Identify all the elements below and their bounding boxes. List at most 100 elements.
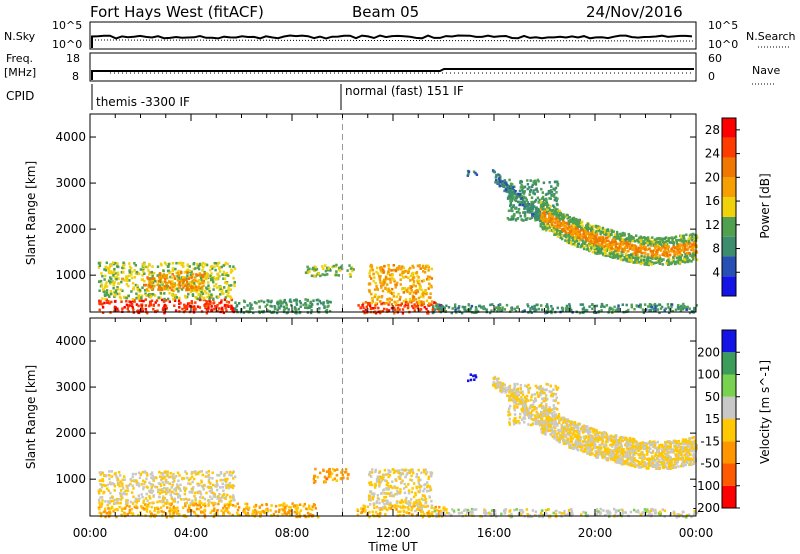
velocity-echo-cell [404, 506, 407, 509]
power-echo-cell [541, 308, 544, 311]
power-echo-cell [656, 243, 659, 247]
velocity-echo-cell [415, 485, 418, 489]
power-echo-cell [664, 307, 667, 311]
power-echo-cell [225, 271, 229, 275]
velocity-echo-cell [221, 482, 224, 486]
power-echo-cell [658, 254, 661, 258]
power-echo-cell [522, 195, 525, 198]
power-echo-cell [554, 221, 557, 224]
velocity-echo-cell [104, 484, 107, 487]
velocity-echo-cell [222, 493, 226, 496]
velocity-echo-cell [406, 506, 410, 509]
power-echo-cell [200, 290, 203, 294]
power-echo-cell [619, 257, 622, 260]
power-echo-cell [113, 295, 116, 298]
power-echo-cell [422, 266, 425, 269]
velocity-echo-cell [161, 473, 164, 476]
velocity-echo-cell [654, 508, 657, 512]
power-echo-cell [594, 224, 598, 228]
power-echo-cell [461, 305, 464, 309]
power-echo-cell [191, 293, 195, 296]
power-echo-cell [525, 199, 528, 202]
velocity-echo-cell [176, 485, 180, 488]
power-echo-cell [408, 297, 412, 301]
velocity-echo-cell [312, 503, 316, 506]
velocity-echo-cell [289, 506, 292, 509]
power-echo-cell [164, 262, 168, 266]
velocity-echo-cell [387, 469, 390, 472]
velocity-echo-cell [198, 499, 202, 503]
velocity-echo-cell [99, 504, 102, 507]
velocity-echo-cell [222, 511, 225, 515]
velocity-echo-cell [162, 510, 165, 514]
power-echo-cell [222, 277, 225, 280]
power-echo-cell [531, 212, 534, 216]
power-echo-cell [650, 305, 654, 309]
power-echo-cell [687, 247, 690, 250]
power-echo-cell [614, 251, 618, 255]
velocity-echo-cell [410, 508, 413, 512]
power-echo-cell [519, 203, 522, 206]
velocity-echo-cell [369, 490, 372, 493]
power-echo-cell [379, 275, 382, 278]
power-echo-cell [643, 309, 646, 312]
power-echo-cell [552, 213, 555, 216]
power-echo-cell [394, 302, 397, 305]
power-echo-cell [567, 309, 570, 312]
power-echo-cell [238, 302, 241, 305]
power-echo-cell [394, 286, 397, 289]
power-colorbar-swatch [722, 197, 736, 217]
power-echo-cell [370, 277, 373, 280]
power-echo-cell [551, 214, 554, 218]
power-echo-cell [628, 256, 631, 260]
power-echo-cell [557, 231, 560, 235]
power-y-tick-label: 4000 [55, 130, 86, 144]
power-echo-cell [399, 295, 402, 299]
power-echo-cell [589, 235, 592, 238]
velocity-echo-cell [409, 501, 412, 504]
velocity-echo-cell [145, 506, 148, 510]
power-echo-cell [546, 227, 549, 230]
velocity-echo-cell [438, 505, 441, 509]
power-echo-cell [505, 303, 509, 307]
power-echo-cell [664, 253, 667, 257]
power-echo-cell [546, 224, 549, 228]
power-echo-cell [419, 285, 422, 288]
power-echo-cell [202, 261, 205, 265]
nave-tick-bottom: 0 [708, 70, 715, 83]
power-echo-cell [647, 305, 650, 308]
power-echo-cell [637, 260, 640, 264]
velocity-echo-cell [137, 499, 140, 503]
power-echo-cell [255, 301, 258, 305]
velocity-echo-cell [311, 508, 314, 511]
velocity-echo-cell [123, 478, 126, 481]
velocity-echo-cell [308, 513, 311, 516]
power-echo-cell [586, 225, 589, 228]
power-echo-cell [138, 290, 141, 293]
power-echo-cell [402, 266, 406, 270]
power-echo-cell [595, 230, 598, 233]
velocity-echo-cell [143, 482, 146, 486]
velocity-echo-cell [195, 513, 198, 517]
power-echo-cell [151, 293, 155, 296]
power-echo-cell [425, 307, 428, 311]
power-echo-cell [472, 311, 476, 314]
velocity-echo-cell [216, 484, 219, 487]
power-echo-cell [457, 306, 460, 310]
power-echo-cell [357, 304, 360, 307]
velocity-echo-cell [356, 508, 359, 511]
power-echo-cell [679, 235, 683, 238]
velocity-echo-cell [219, 471, 223, 474]
power-echo-cell [547, 214, 551, 218]
power-echo-cell [621, 303, 624, 306]
power-echo-cell [147, 269, 150, 272]
velocity-echo-cell [190, 491, 194, 494]
power-echo-cell [140, 308, 144, 311]
velocity-echo-cell [186, 498, 190, 502]
velocity-echo-cell [168, 502, 171, 506]
power-echo-cell [628, 242, 631, 245]
power-echo-cell [602, 238, 605, 241]
power-echo-cell [608, 248, 611, 251]
power-echo-cell [374, 306, 377, 310]
